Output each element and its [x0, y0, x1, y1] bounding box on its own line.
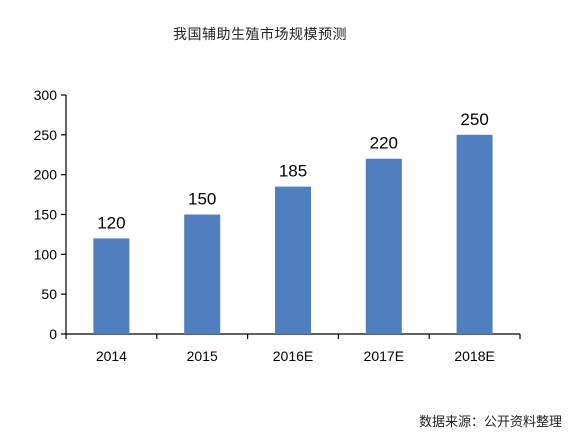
- x-tick-label: 2016E: [273, 348, 313, 364]
- data-label: 120: [97, 213, 125, 232]
- data-label: 150: [188, 190, 216, 209]
- y-tick-label: 150: [34, 207, 58, 223]
- y-axis: 0 50 100 150 200 250 300: [34, 87, 67, 342]
- bar-labels: 120 150 185 220 250: [97, 110, 489, 233]
- data-label: 185: [279, 162, 307, 181]
- data-label: 220: [370, 134, 398, 153]
- bar-2014: [93, 238, 130, 334]
- y-tick-label: 250: [34, 127, 58, 143]
- source-note: 数据来源：公开资料整理: [418, 415, 562, 430]
- bar-2015: [184, 214, 221, 334]
- y-tick-label: 50: [41, 286, 57, 302]
- x-axis: 2014 2015 2016E 2017E 2018E: [65, 333, 521, 364]
- y-tick-label: 300: [34, 87, 58, 103]
- bars: [93, 134, 493, 334]
- bar-2016e: [275, 186, 311, 334]
- bar-2017e: [365, 158, 402, 334]
- x-tick-label: 2014: [96, 348, 127, 364]
- y-tick-label: 0: [49, 326, 57, 342]
- x-tick-label: 2018E: [454, 348, 494, 364]
- x-tick-label: 2015: [187, 348, 218, 364]
- x-tick-label: 2017E: [364, 348, 404, 364]
- chart-title: 我国辅助生殖市场规模预测: [173, 27, 347, 43]
- data-label: 250: [460, 110, 488, 129]
- bar-2018e: [456, 134, 493, 334]
- y-tick-label: 100: [34, 246, 58, 262]
- y-tick-label: 200: [34, 167, 58, 183]
